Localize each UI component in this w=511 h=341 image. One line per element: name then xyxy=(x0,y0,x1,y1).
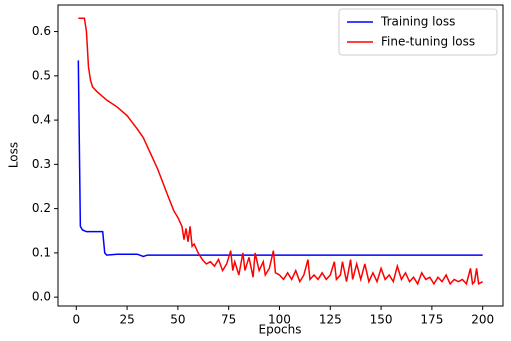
line xyxy=(77,60,483,258)
x-tick-label: 75 xyxy=(221,313,236,327)
y-tick-label: 0.0 xyxy=(32,290,51,304)
x-tick-label: 100 xyxy=(268,313,291,327)
y-tick-label: 0.1 xyxy=(32,245,51,259)
y-axis-label: Loss xyxy=(7,142,21,168)
x-tick-label: 50 xyxy=(170,313,185,327)
y-tick-label: 0.2 xyxy=(32,201,51,215)
y-tick-label: 0.3 xyxy=(32,157,51,171)
x-axis-label: Epochs xyxy=(259,323,302,337)
x-tick-label: 125 xyxy=(319,313,342,327)
y-tick-label: 0.6 xyxy=(32,24,51,38)
legend-label: Training loss xyxy=(380,15,455,29)
legend-box xyxy=(338,8,498,56)
y-tick-label: 0.5 xyxy=(32,68,51,82)
legend-label: Fine-tuning loss xyxy=(381,35,475,49)
x-tick-label: 175 xyxy=(420,313,443,327)
y-tick-label: 0.4 xyxy=(32,113,51,127)
x-tick-label: 0 xyxy=(72,313,80,327)
x-tick-label: 150 xyxy=(370,313,393,327)
plot-frame xyxy=(57,4,504,307)
x-tick-label: 200 xyxy=(471,313,494,327)
x-tick-label: 25 xyxy=(119,313,134,327)
line xyxy=(78,17,484,286)
